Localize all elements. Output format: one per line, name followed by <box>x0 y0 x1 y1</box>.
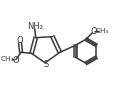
Text: O: O <box>91 27 97 36</box>
Text: S: S <box>43 60 48 69</box>
Text: NH₂: NH₂ <box>27 22 43 31</box>
Text: O: O <box>13 56 19 65</box>
Text: CH₃: CH₃ <box>1 56 14 62</box>
Text: O: O <box>16 36 23 45</box>
Text: CH₃: CH₃ <box>95 28 109 34</box>
